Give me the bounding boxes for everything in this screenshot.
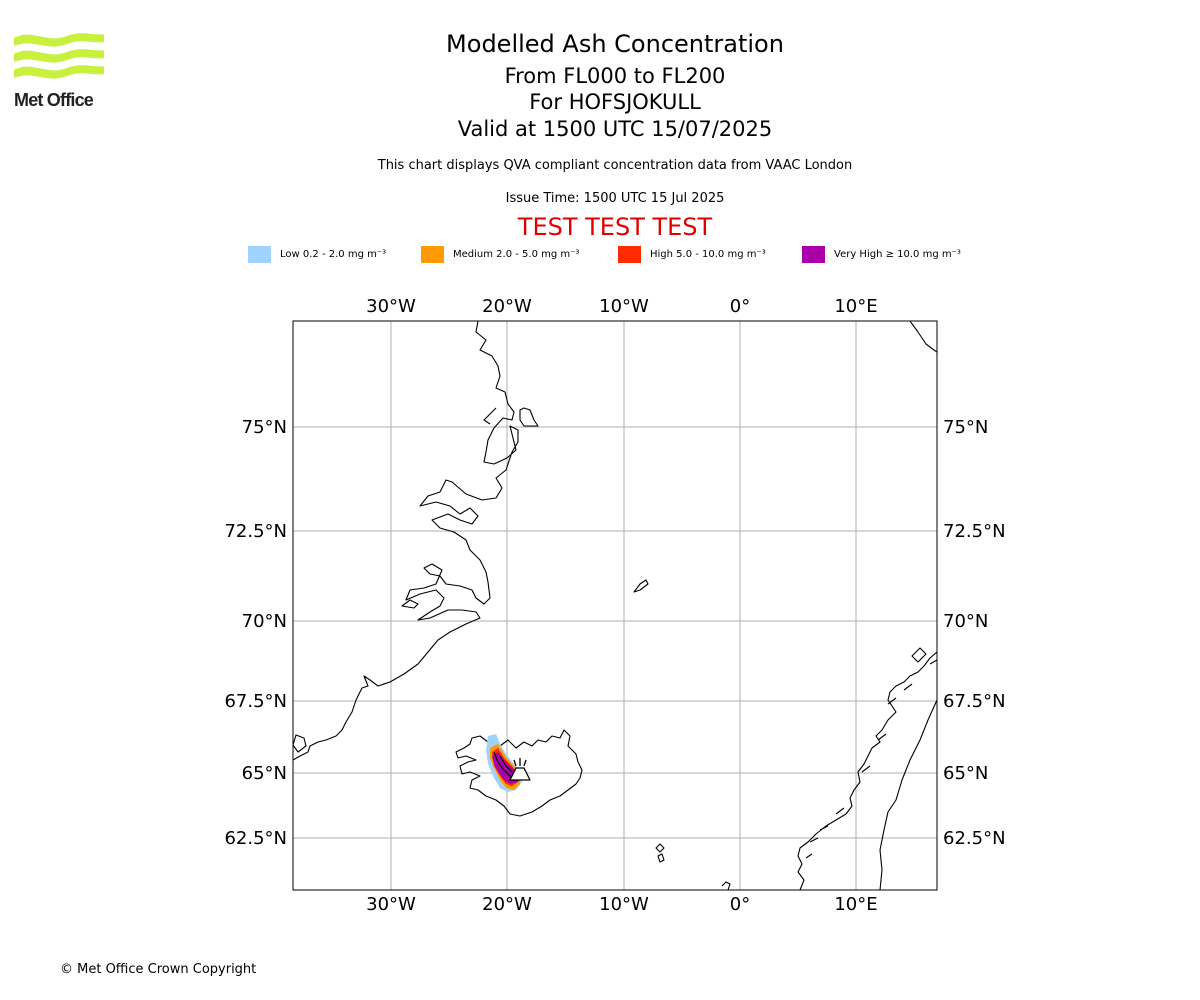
volcano-icon bbox=[509, 758, 531, 781]
copyright-notice: © Met Office Crown Copyright bbox=[60, 962, 257, 977]
lat-tick-left-72-5n: 72.5°N bbox=[224, 521, 287, 542]
lat-tick-left-67-5n: 67.5°N bbox=[224, 691, 287, 712]
logo-text: Met Office bbox=[14, 90, 94, 110]
iceland-coastline bbox=[455, 729, 583, 817]
shetland-islands bbox=[721, 881, 731, 890]
legend-label-high: High 5.0 - 10.0 mg m⁻³ bbox=[650, 248, 766, 260]
lat-tick-left-65n: 65°N bbox=[242, 763, 287, 784]
legend-item-medium: Medium 2.0 - 5.0 mg m⁻³ bbox=[421, 245, 579, 263]
chart-title: Modelled Ash Concentration bbox=[446, 30, 784, 58]
legend-swatch-high bbox=[618, 245, 641, 263]
faroe-islands bbox=[655, 843, 665, 863]
norway-islands bbox=[805, 647, 937, 859]
legend-label-medium: Medium 2.0 - 5.0 mg m⁻³ bbox=[453, 248, 580, 260]
greenland-coast-upper bbox=[483, 407, 497, 425]
chart-description: This chart displays QVA compliant concen… bbox=[377, 158, 853, 173]
lat-tick-left-62-5n: 62.5°N bbox=[224, 828, 287, 849]
legend-item-very-high: Very High ≥ 10.0 mg m⁻³ bbox=[802, 245, 961, 263]
valid-time: Valid at 1500 UTC 15/07/2025 bbox=[457, 117, 773, 141]
flight-level-range: From FL000 to FL200 bbox=[504, 64, 726, 88]
lon-tick-bottom-0: 0° bbox=[730, 894, 750, 915]
volcano-name: For HOFSJOKULL bbox=[529, 90, 701, 114]
lat-tick-right-75n: 75°N bbox=[943, 417, 988, 438]
legend-label-low: Low 0.2 - 2.0 mg m⁻³ bbox=[280, 248, 387, 260]
greenland-coast-lower bbox=[293, 734, 307, 753]
lat-tick-right-65n: 65°N bbox=[943, 763, 988, 784]
lon-tick-bottom-10e: 10°E bbox=[834, 894, 877, 915]
legend-item-high: High 5.0 - 10.0 mg m⁻³ bbox=[618, 245, 766, 263]
greenland-inlet bbox=[401, 599, 419, 609]
legend-swatch-medium bbox=[421, 245, 444, 263]
lat-tick-left-75n: 75°N bbox=[242, 417, 287, 438]
lon-tick-top-30w: 30°W bbox=[366, 296, 416, 317]
norway-coastline bbox=[797, 651, 937, 890]
lon-tick-top-10w: 10°W bbox=[599, 296, 649, 317]
map-frame bbox=[292, 320, 938, 891]
lon-tick-top-0: 0° bbox=[730, 296, 750, 317]
legend-label-very-high: Very High ≥ 10.0 mg m⁻³ bbox=[834, 248, 961, 260]
svalbard-coastline bbox=[909, 321, 937, 353]
jan-mayen-island bbox=[633, 579, 649, 593]
legend-item-low: Low 0.2 - 2.0 mg m⁻³ bbox=[248, 245, 386, 263]
lat-tick-left-70n: 70°N bbox=[242, 611, 287, 632]
lon-tick-top-10e: 10°E bbox=[834, 296, 877, 317]
lat-tick-right-62-5n: 62.5°N bbox=[943, 828, 1006, 849]
norway-coast-inner bbox=[879, 699, 937, 890]
met-office-logo: Met Office bbox=[12, 30, 112, 112]
test-banner: TEST TEST TEST bbox=[517, 213, 713, 241]
greenland-island bbox=[519, 407, 539, 427]
lon-tick-bottom-10w: 10°W bbox=[599, 894, 649, 915]
legend-swatch-low bbox=[248, 245, 271, 263]
lon-tick-bottom-30w: 30°W bbox=[366, 894, 416, 915]
met-office-waves-icon bbox=[14, 33, 104, 79]
lat-tick-right-72-5n: 72.5°N bbox=[943, 521, 1006, 542]
legend-swatch-very-high bbox=[802, 245, 825, 263]
map-gridlines bbox=[293, 321, 937, 890]
lon-tick-top-20w: 20°W bbox=[482, 296, 532, 317]
lat-tick-right-67-5n: 67.5°N bbox=[943, 691, 1006, 712]
greenland-coastline bbox=[293, 321, 519, 761]
lat-tick-right-70n: 70°N bbox=[943, 611, 988, 632]
lon-tick-bottom-20w: 20°W bbox=[482, 894, 532, 915]
issue-time: Issue Time: 1500 UTC 15 Jul 2025 bbox=[505, 191, 725, 206]
